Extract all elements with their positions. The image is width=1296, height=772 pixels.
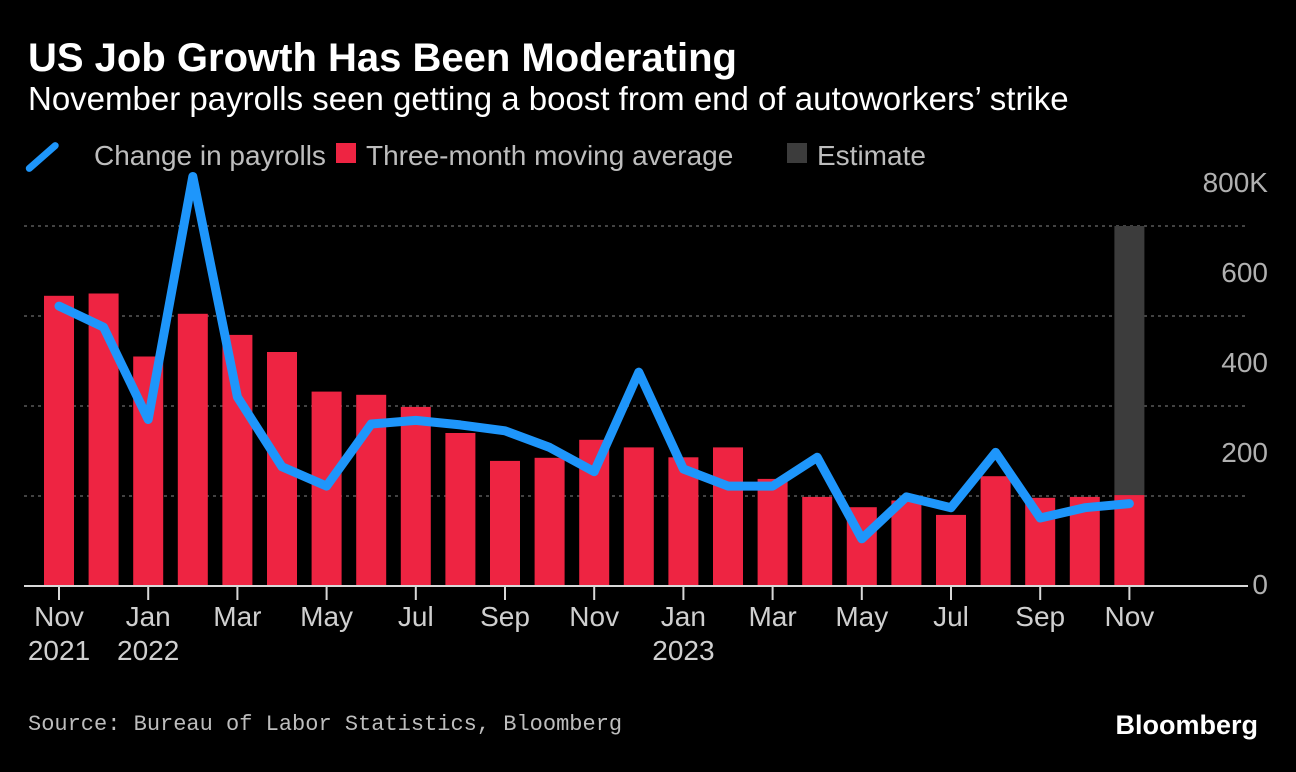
svg-text:800K: 800K (1203, 170, 1269, 198)
svg-text:200: 200 (1221, 437, 1268, 468)
svg-text:600: 600 (1221, 257, 1268, 288)
svg-text:0: 0 (1252, 569, 1268, 600)
svg-text:400: 400 (1221, 347, 1268, 378)
